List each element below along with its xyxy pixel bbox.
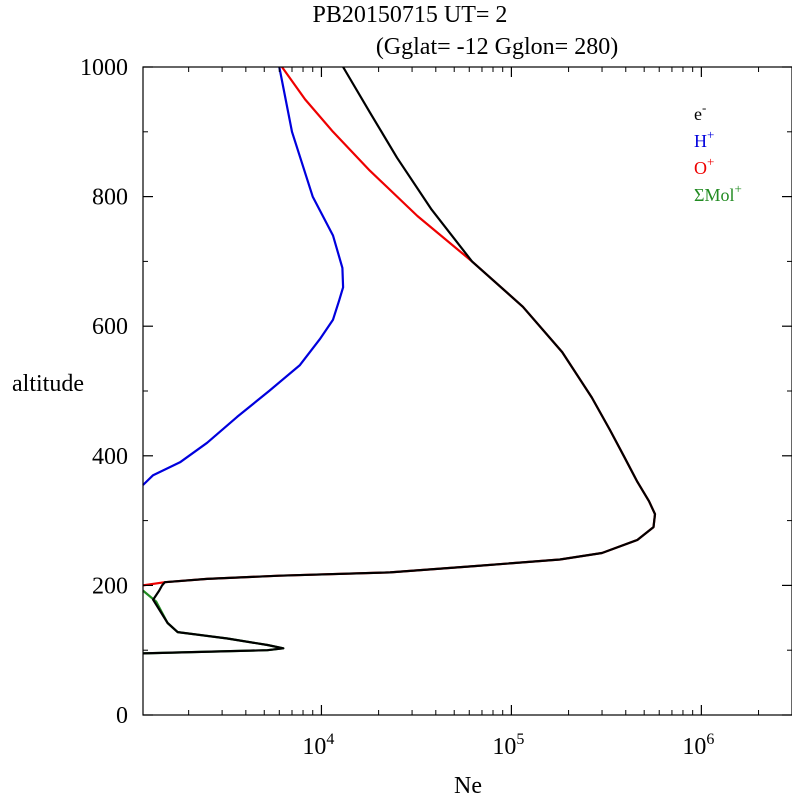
x-tick-label: 104 xyxy=(302,731,334,760)
legend: e- H+ O+ ΣMol+ xyxy=(694,100,742,205)
y-tick-label: 800 xyxy=(92,185,128,211)
series-line-0 xyxy=(142,66,345,486)
legend-entry: ΣMol+ xyxy=(694,181,742,205)
legend-entry: e- xyxy=(694,100,706,124)
tick-layer: 0 200 400 600 800 1000 104 105 106 xyxy=(80,55,792,760)
legend-entry: O+ xyxy=(694,154,714,178)
x-tick-label: 106 xyxy=(682,731,714,760)
chart-subtitle: (Gglat= -12 Gglon= 280) xyxy=(376,34,618,60)
y-tick-label: 600 xyxy=(92,314,128,340)
y-tick-label: 0 xyxy=(116,703,128,729)
legend-entry: H+ xyxy=(694,127,714,151)
chart-title: PB20150715 UT= 2 xyxy=(313,2,508,28)
series-line-3 xyxy=(142,66,657,655)
x-tick-label: 105 xyxy=(492,731,524,760)
y-tick-label: 400 xyxy=(92,444,128,470)
series-line-2 xyxy=(142,66,657,587)
y-tick-label: 200 xyxy=(92,573,128,599)
y-axis-label: altitude xyxy=(12,371,84,397)
series-layer xyxy=(142,66,657,655)
x-axis-label: Ne xyxy=(454,773,482,796)
y-tick-label: 1000 xyxy=(80,55,128,81)
